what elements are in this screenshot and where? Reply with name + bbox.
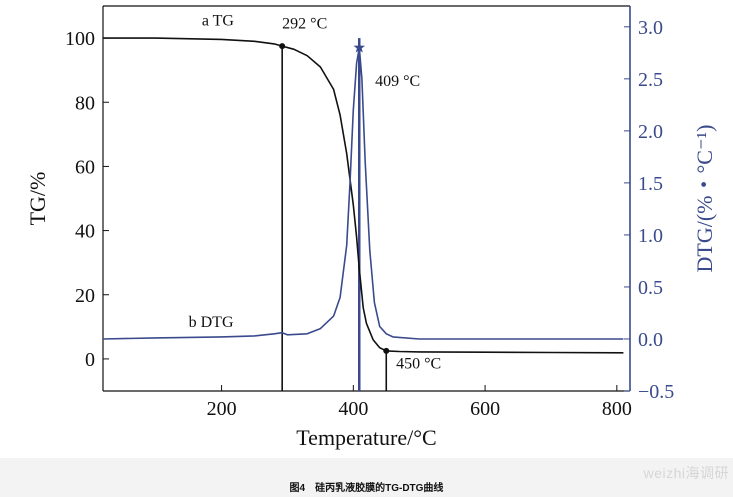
dtg-curve <box>102 46 624 340</box>
y-right-tick-label: −0.5 <box>638 381 674 403</box>
annotation-label: 409 °C <box>375 73 420 90</box>
figure-caption: 图4 硅丙乳液胶膜的TG-DTG曲线 <box>289 483 444 494</box>
point-marker <box>383 347 390 354</box>
y-left-axis-title: TG/% <box>25 172 50 226</box>
tg-curve <box>103 37 624 354</box>
x-axis-title: Temperature/°C <box>296 425 436 450</box>
caption-bar: 图4 硅丙乳液胶膜的TG-DTG曲线 weizhi海调研 <box>0 458 733 497</box>
y-right-tick-label: 1.0 <box>638 225 663 247</box>
annotation-label: a TG <box>202 12 235 29</box>
x-tick-label: 200 <box>207 398 237 420</box>
annotation-label: b DTG <box>189 314 234 331</box>
point-marker <box>279 43 286 50</box>
y-right-tick-label: 3.0 <box>638 17 663 39</box>
y-left-tick-label: 40 <box>75 221 95 243</box>
annotation-label: 450 °C <box>396 356 441 373</box>
y-right-tick-label: 2.0 <box>638 121 663 143</box>
y-left-tick-label: 60 <box>75 156 95 178</box>
y-left-tick-label: 80 <box>75 92 95 114</box>
x-tick-label: 400 <box>338 398 368 420</box>
y-right-axis-title: DTG/(%・°C⁻¹) <box>692 125 717 273</box>
y-right-tick-label: 0.5 <box>638 277 663 299</box>
y-right-tick-label: 0.0 <box>638 329 663 351</box>
y-right-tick-label: 2.5 <box>638 69 663 91</box>
annotation-label: 292 °C <box>282 15 327 32</box>
watermark: weizhi海调研 <box>643 465 729 481</box>
y-left-tick-label: 100 <box>65 28 95 50</box>
x-tick-label: 800 <box>602 398 632 420</box>
peak-star-marker <box>353 41 365 53</box>
y-left-tick-label: 0 <box>85 349 95 371</box>
tg-dtg-chart: 200 400 600 800 0 20 40 60 80 100 −0.5 0.0 0.5 1.0 1.5… <box>25 5 717 450</box>
chart-figure: 200 400 600 800 0 20 40 60 80 100 −0.5 0.0 0.5 1.0 1.5… <box>25 5 717 450</box>
x-tick-label: 600 <box>470 398 500 420</box>
y-left-tick-label: 20 <box>75 285 95 307</box>
y-right-tick-label: 1.5 <box>638 173 663 195</box>
